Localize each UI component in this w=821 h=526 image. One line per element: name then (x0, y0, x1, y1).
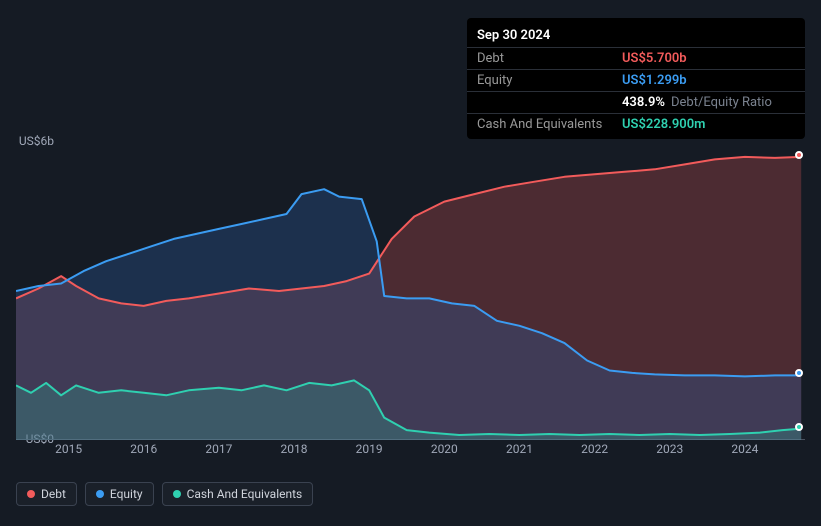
tooltip-row: 438.9%Debt/Equity Ratio (467, 91, 805, 113)
chart-container: Sep 30 2024 DebtUS$5.700bEquityUS$1.299b… (0, 0, 821, 526)
tooltip-date: Sep 30 2024 (467, 22, 805, 47)
legend-label: Equity (110, 487, 143, 501)
legend-item[interactable]: Debt (16, 482, 77, 506)
legend-swatch (96, 490, 104, 498)
x-axis-label: 2024 (731, 442, 758, 456)
tooltip-row-value: US$5.700b (622, 51, 687, 66)
legend-swatch (173, 490, 181, 498)
tooltip-row-value: 438.9%Debt/Equity Ratio (622, 95, 772, 110)
x-axis-label: 2016 (130, 442, 157, 456)
x-axis-label: 2015 (55, 442, 82, 456)
tooltip-row-suffix: Debt/Equity Ratio (671, 95, 772, 110)
tooltip-row: EquityUS$1.299b (467, 69, 805, 91)
tooltip-row: DebtUS$5.700b (467, 47, 805, 69)
x-axis-label: 2020 (431, 442, 458, 456)
tooltip-row-label: Equity (477, 73, 622, 88)
x-axis-label: 2023 (656, 442, 683, 456)
x-axis-label: 2022 (581, 442, 608, 456)
series-endpoint-marker (795, 423, 803, 431)
plot-area (16, 142, 805, 440)
x-axis-label: 2018 (281, 442, 308, 456)
x-axis-label: 2021 (506, 442, 533, 456)
chart-area: US$6bUS$0 201520162017201820192020202120… (16, 120, 805, 480)
tooltip-row-label: Debt (477, 51, 622, 66)
legend-item[interactable]: Equity (85, 482, 154, 506)
legend-label: Cash And Equivalents (187, 487, 303, 501)
legend: Debt Equity Cash And Equivalents (16, 482, 313, 506)
tooltip-row-label (477, 95, 622, 110)
legend-item[interactable]: Cash And Equivalents (162, 482, 314, 506)
tooltip-row-value: US$1.299b (622, 73, 687, 88)
x-axis-label: 2019 (356, 442, 383, 456)
legend-label: Debt (41, 487, 66, 501)
legend-swatch (27, 490, 35, 498)
x-axis: 2015 2016 2017 2018 2019 2020 2021 2022 2023 2024 (16, 440, 805, 458)
x-axis-label: 2017 (205, 442, 232, 456)
